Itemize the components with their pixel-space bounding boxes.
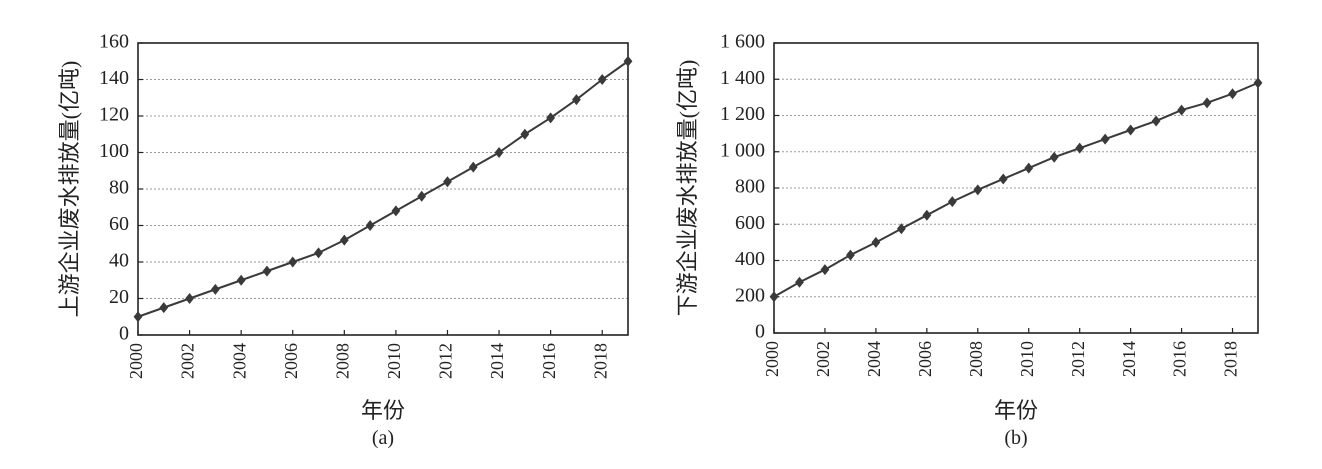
x-tick-label: 2010 (384, 343, 404, 379)
x-tick-label: 2004 (864, 341, 884, 377)
data-point-marker (947, 196, 957, 208)
y-tick-label: 200 (735, 284, 765, 306)
y-tick-label: 1 200 (720, 103, 765, 125)
data-point-marker (795, 276, 804, 288)
data-point-marker (468, 161, 478, 173)
data-point-marker (339, 234, 349, 246)
data-point-marker (520, 128, 530, 140)
x-tick-label: 2002 (813, 341, 833, 377)
y-tick-label: 120 (99, 104, 129, 126)
x-tick-label: 2004 (229, 343, 249, 379)
x-tick-label: 2018 (1221, 341, 1241, 377)
data-point-marker (494, 147, 504, 158)
data-point-marker (391, 205, 401, 217)
y-axis-title: 下游企业废水排放量(亿吨) (675, 60, 700, 317)
y-tick-label: 1 400 (720, 67, 765, 89)
y-tick-label: 20 (109, 286, 129, 308)
data-point-marker (1177, 104, 1186, 116)
data-point-marker (769, 291, 779, 303)
data-point-marker (236, 274, 246, 286)
x-tick-label: 2016 (539, 343, 559, 379)
x-tick-label: 2008 (966, 341, 986, 377)
y-tick-label: 1 000 (720, 139, 765, 161)
y-tick-label: 60 (109, 213, 129, 235)
y-tick-label: 800 (735, 176, 765, 198)
y-tick-label: 0 (119, 323, 129, 345)
x-tick-label: 2006 (281, 343, 301, 379)
x-axis-title: 年份 (361, 398, 405, 423)
y-tick-label: 1 600 (720, 31, 765, 53)
x-tick-label: 2014 (1119, 341, 1139, 377)
data-point-marker (159, 302, 169, 314)
x-tick-label: 2000 (126, 343, 146, 379)
x-tick-label: 2014 (487, 343, 507, 379)
chart-panel-b: 下游企业废水排放量(亿吨) 年份 (b) 0 200 400 600 800 1 000 1… (675, 31, 1263, 449)
data-point-marker (1049, 151, 1059, 163)
data-point-marker (1228, 88, 1237, 100)
y-tick-label: 40 (109, 250, 129, 272)
data-point-marker (365, 220, 375, 231)
data-point-marker (443, 176, 452, 188)
data-point-marker (597, 74, 607, 85)
x-tick-label: 2002 (178, 343, 198, 379)
y-tick-label: 140 (99, 67, 129, 89)
y-tick-label: 80 (109, 177, 129, 199)
data-point-marker (546, 112, 556, 124)
data-point-marker (1202, 97, 1212, 109)
x-tick-label: 2016 (1170, 341, 1190, 377)
x-tick-label: 2008 (332, 343, 352, 379)
x-tick-label: 2000 (762, 341, 782, 377)
data-point-marker (973, 184, 983, 196)
data-point-marker (820, 264, 830, 276)
data-point-marker (1151, 115, 1161, 127)
data-point-marker (1075, 142, 1085, 154)
series-line (137, 60, 629, 318)
data-point-marker (1024, 162, 1034, 174)
data-point-marker (1126, 124, 1136, 136)
data-point-marker (572, 94, 581, 106)
y-axis-title: 上游企业废水排放量(亿吨) (57, 61, 82, 318)
y-tick-label: 0 (755, 321, 765, 343)
data-point-marker (871, 236, 881, 248)
panel-caption: (a) (372, 427, 394, 449)
y-tick-label: 100 (99, 140, 129, 162)
data-point-marker (133, 311, 143, 323)
data-point-marker (210, 283, 220, 295)
data-point-marker (1100, 133, 1110, 145)
chart-panel-a: 上游企业废水排放量(亿吨) 年份 (a) 0 20 40 60 80 100 120 140 1… (57, 31, 633, 449)
data-point-marker (288, 256, 298, 268)
data-point-marker (185, 293, 194, 304)
series-line (773, 81, 1259, 298)
x-tick-label: 2006 (915, 341, 935, 377)
x-tick-label: 2012 (436, 343, 456, 379)
y-tick-label: 160 (99, 31, 129, 53)
y-tick-label: 400 (735, 248, 765, 270)
data-point-marker (922, 209, 932, 221)
data-point-marker (262, 265, 272, 277)
x-tick-label: 2018 (590, 343, 610, 379)
x-tick-label: 2012 (1068, 341, 1088, 377)
panel-caption: (b) (1004, 427, 1027, 449)
x-tick-label: 2010 (1017, 341, 1037, 377)
data-point-marker (896, 223, 906, 235)
data-point-marker (1253, 77, 1263, 89)
x-axis-title: 年份 (994, 398, 1038, 423)
data-point-marker (998, 173, 1008, 185)
data-point-marker (314, 247, 323, 259)
data-point-marker (846, 249, 855, 261)
data-point-marker (417, 190, 427, 202)
data-point-marker (623, 55, 633, 67)
y-tick-label: 600 (735, 212, 765, 234)
